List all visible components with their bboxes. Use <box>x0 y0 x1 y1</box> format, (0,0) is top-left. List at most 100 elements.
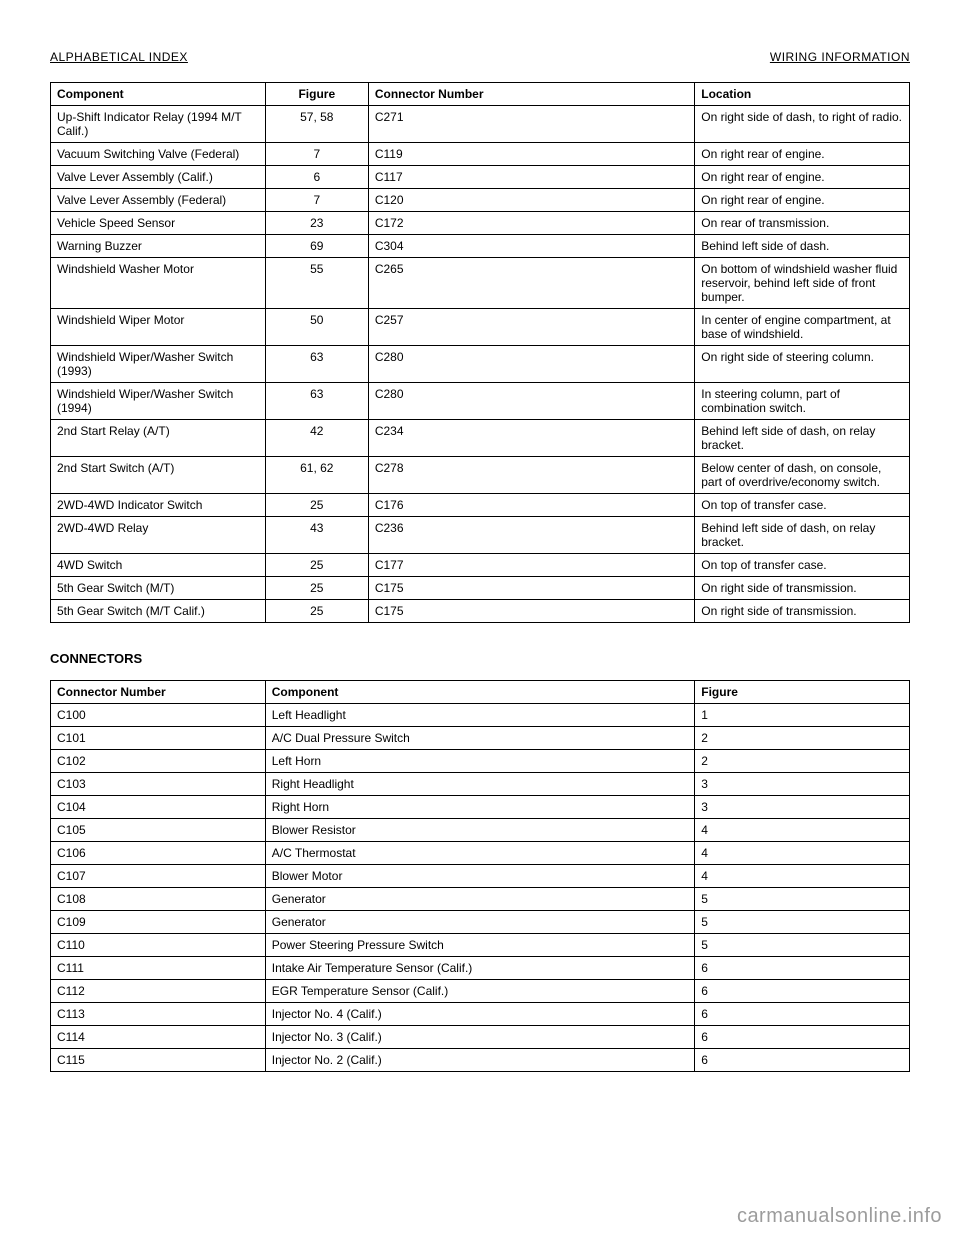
section-connectors-title: CONNECTORS <box>50 651 910 666</box>
table-header-row: Connector Number Component Figure <box>51 681 910 704</box>
table-cell: Behind left side of dash. <box>695 235 910 258</box>
col-connector-number: Connector Number <box>51 681 266 704</box>
table-cell: Right Horn <box>265 796 695 819</box>
table-row: Windshield Wiper Motor50C257In center of… <box>51 309 910 346</box>
table-cell: EGR Temperature Sensor (Calif.) <box>265 980 695 1003</box>
table-cell: 4 <box>695 865 910 888</box>
table-cell: On right rear of engine. <box>695 189 910 212</box>
table-row: C109Generator5 <box>51 911 910 934</box>
table-cell: 25 <box>265 494 368 517</box>
col-figure2: Figure <box>695 681 910 704</box>
table-cell: Right Headlight <box>265 773 695 796</box>
table-cell: 3 <box>695 796 910 819</box>
table-cell: C114 <box>51 1026 266 1049</box>
table-cell: C280 <box>368 346 694 383</box>
table-cell: Generator <box>265 911 695 934</box>
table-cell: Behind left side of dash, on relay brack… <box>695 420 910 457</box>
components-table: Component Figure Connector Number Locati… <box>50 82 910 623</box>
table-row: C101A/C Dual Pressure Switch2 <box>51 727 910 750</box>
table-cell: C101 <box>51 727 266 750</box>
table-row: 5th Gear Switch (M/T Calif.)25C175On rig… <box>51 600 910 623</box>
table-cell: 6 <box>695 980 910 1003</box>
table-row: C103Right Headlight3 <box>51 773 910 796</box>
table-row: C112EGR Temperature Sensor (Calif.)6 <box>51 980 910 1003</box>
table-cell: 2nd Start Switch (A/T) <box>51 457 266 494</box>
col-location: Location <box>695 83 910 106</box>
table-cell: C176 <box>368 494 694 517</box>
table-cell: Generator <box>265 888 695 911</box>
table-cell: C100 <box>51 704 266 727</box>
table-cell: On bottom of windshield washer fluid res… <box>695 258 910 309</box>
table-cell: On rear of transmission. <box>695 212 910 235</box>
table-cell: Valve Lever Assembly (Calif.) <box>51 166 266 189</box>
table-cell: 2nd Start Relay (A/T) <box>51 420 266 457</box>
table-cell: 6 <box>265 166 368 189</box>
table-cell: 63 <box>265 346 368 383</box>
table-cell: Blower Motor <box>265 865 695 888</box>
table-row: C110Power Steering Pressure Switch5 <box>51 934 910 957</box>
table-cell: 23 <box>265 212 368 235</box>
table-row: Valve Lever Assembly (Federal)7C120On ri… <box>51 189 910 212</box>
table-row: Vehicle Speed Sensor23C172On rear of tra… <box>51 212 910 235</box>
connectors-table: Connector Number Component Figure C100Le… <box>50 680 910 1072</box>
table-cell: C102 <box>51 750 266 773</box>
table-cell: Windshield Wiper/Washer Switch (1993) <box>51 346 266 383</box>
table-cell: 5th Gear Switch (M/T) <box>51 577 266 600</box>
table-cell: C110 <box>51 934 266 957</box>
table-row: Windshield Wiper/Washer Switch (1994)63C… <box>51 383 910 420</box>
table-cell: 6 <box>695 1049 910 1072</box>
table-row: 2nd Start Relay (A/T)42C234Behind left s… <box>51 420 910 457</box>
table-cell: 50 <box>265 309 368 346</box>
table-cell: Below center of dash, on console, part o… <box>695 457 910 494</box>
table-row: C111Intake Air Temperature Sensor (Calif… <box>51 957 910 980</box>
table-cell: 6 <box>695 1026 910 1049</box>
table-cell: C104 <box>51 796 266 819</box>
table-cell: C115 <box>51 1049 266 1072</box>
table-cell: 6 <box>695 1003 910 1026</box>
table-row: C105Blower Resistor4 <box>51 819 910 842</box>
table-row: 2WD-4WD Indicator Switch25C176On top of … <box>51 494 910 517</box>
table-cell: On right side of transmission. <box>695 600 910 623</box>
table-cell: 7 <box>265 143 368 166</box>
table-cell: Valve Lever Assembly (Federal) <box>51 189 266 212</box>
table-cell: C105 <box>51 819 266 842</box>
table-cell: Intake Air Temperature Sensor (Calif.) <box>265 957 695 980</box>
table-cell: Windshield Washer Motor <box>51 258 266 309</box>
table-cell: C175 <box>368 600 694 623</box>
table-cell: C271 <box>368 106 694 143</box>
page-header: ALPHABETICAL INDEX WIRING INFORMATION <box>50 50 910 64</box>
table-cell: Injector No. 3 (Calif.) <box>265 1026 695 1049</box>
table-cell: 55 <box>265 258 368 309</box>
table-cell: C304 <box>368 235 694 258</box>
table-cell: 2WD-4WD Relay <box>51 517 266 554</box>
table-cell: In center of engine compartment, at base… <box>695 309 910 346</box>
table-cell: C111 <box>51 957 266 980</box>
table-cell: A/C Dual Pressure Switch <box>265 727 695 750</box>
header-left: ALPHABETICAL INDEX <box>50 50 188 64</box>
table-row: 4WD Switch25C177On top of transfer case. <box>51 554 910 577</box>
table-cell: On right side of dash, to right of radio… <box>695 106 910 143</box>
table-cell: 3 <box>695 773 910 796</box>
table-row: Valve Lever Assembly (Calif.)6C117On rig… <box>51 166 910 189</box>
table-cell: 25 <box>265 577 368 600</box>
table-cell: 43 <box>265 517 368 554</box>
table-cell: On right side of steering column. <box>695 346 910 383</box>
table-cell: C120 <box>368 189 694 212</box>
table-cell: On right rear of engine. <box>695 143 910 166</box>
table-row: C100Left Headlight1 <box>51 704 910 727</box>
table-cell: On top of transfer case. <box>695 554 910 577</box>
table-cell: In steering column, part of combination … <box>695 383 910 420</box>
table-cell: Up-Shift Indicator Relay (1994 M/T Calif… <box>51 106 266 143</box>
footer-watermark: carmanualsonline.info <box>737 1205 942 1228</box>
table-cell: 5 <box>695 934 910 957</box>
table-cell: On top of transfer case. <box>695 494 910 517</box>
table-cell: Vacuum Switching Valve (Federal) <box>51 143 266 166</box>
table-cell: 25 <box>265 600 368 623</box>
table-cell: 4 <box>695 819 910 842</box>
table-row: C102Left Horn2 <box>51 750 910 773</box>
table-cell: 4 <box>695 842 910 865</box>
col-component2: Component <box>265 681 695 704</box>
table-cell: C175 <box>368 577 694 600</box>
header-right: WIRING INFORMATION <box>770 50 910 64</box>
table-cell: 1 <box>695 704 910 727</box>
